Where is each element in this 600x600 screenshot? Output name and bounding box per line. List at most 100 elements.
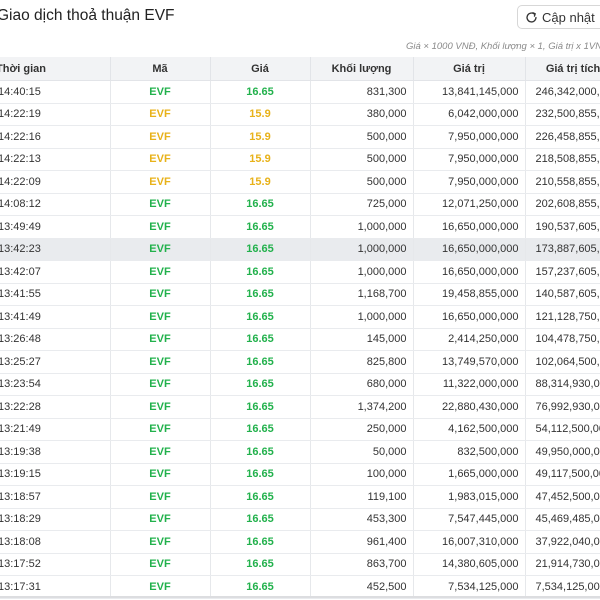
units-note: Giá × 1000 VNĐ, Khối lượng × 1, Giá trị …: [406, 41, 600, 52]
table-row[interactable]: 14:22:16 EVF 15.9 500,000 7,950,000,000 226,4…: [0, 125, 600, 149]
table-row[interactable]: 14:22:09 EVF 15.9 500,000 7,950,000,000 210,5…: [0, 170, 600, 194]
table-row[interactable]: 14:40:15 EVF 16.65 831,300 13,841,145,000 246…: [0, 80, 600, 104]
cell-time: 13:17:52: [0, 553, 111, 576]
column-header-code[interactable]: Mã: [110, 57, 211, 81]
cell-volume: 863,700: [310, 553, 414, 576]
cell-price: 16.65: [210, 508, 311, 531]
cell-time: 13:21:49: [0, 418, 111, 441]
table-row[interactable]: 13:22:28 EVF 16.65 1,374,200 22,880,430,000 7…: [0, 395, 600, 419]
cell-volume: 119,100: [310, 485, 414, 509]
cell-volume: 1,374,200: [310, 395, 414, 419]
cell-code: EVF: [110, 373, 211, 396]
cell-volume: 831,300: [310, 80, 414, 104]
cell-time: 13:26:48: [0, 328, 111, 351]
cell-cumulative: 49,117,500,000: [525, 463, 600, 486]
cell-value: 2,414,250,000: [413, 328, 526, 351]
cell-volume: 725,000: [310, 193, 414, 216]
table-row[interactable]: 14:08:12 EVF 16.65 725,000 12,071,250,000 202…: [0, 193, 600, 216]
column-header-price[interactable]: Giá: [210, 57, 311, 81]
table-row[interactable]: 13:42:23 EVF 16.65 1,000,000 16,650,000,000 1…: [0, 238, 600, 261]
cell-value: 832,500,000: [413, 440, 526, 464]
table-row[interactable]: 14:22:19 EVF 15.9 380,000 6,042,000,000 232,5…: [0, 103, 600, 126]
cell-price: 15.9: [210, 170, 311, 194]
cell-value: 14,380,605,000: [413, 553, 526, 576]
cell-value: 7,950,000,000: [413, 125, 526, 149]
cell-time: 13:42:07: [0, 260, 111, 284]
cell-code: EVF: [110, 328, 211, 351]
cell-code: EVF: [110, 125, 211, 149]
column-header-cumulative[interactable]: Giá trị tích luỹ: [525, 57, 600, 81]
cell-value: 13,841,145,000: [413, 80, 526, 104]
cell-volume: 250,000: [310, 418, 414, 441]
cell-price: 16.65: [210, 553, 311, 576]
table-row[interactable]: 13:19:38 EVF 16.65 50,000 832,500,000 49,950,…: [0, 440, 600, 464]
cell-cumulative: 246,342,000,000: [525, 80, 600, 104]
table-row[interactable]: 13:17:31 EVF 16.65 452,500 7,534,125,000 7,53…: [0, 575, 600, 599]
refresh-icon: [525, 11, 538, 24]
refresh-button[interactable]: Cập nhật: [517, 5, 600, 29]
cell-code: EVF: [110, 395, 211, 419]
table-row[interactable]: 13:42:07 EVF 16.65 1,000,000 16,650,000,000 1…: [0, 260, 600, 284]
cell-value: 7,950,000,000: [413, 148, 526, 171]
cell-value: 1,983,015,000: [413, 485, 526, 509]
cell-time: 13:41:49: [0, 305, 111, 329]
table-row[interactable]: 13:18:29 EVF 16.65 453,300 7,547,445,000 45,4…: [0, 508, 600, 531]
cell-time: 14:22:19: [0, 103, 111, 126]
cell-time: 13:25:27: [0, 350, 111, 374]
cell-volume: 1,168,700: [310, 283, 414, 306]
cell-value: 12,071,250,000: [413, 193, 526, 216]
cell-code: EVF: [110, 103, 211, 126]
cell-cumulative: 104,478,750,000: [525, 328, 600, 351]
cell-cumulative: 121,128,750,000: [525, 305, 600, 329]
column-header-value[interactable]: Giá trị: [413, 57, 526, 81]
cell-price: 16.65: [210, 530, 311, 554]
cell-cumulative: 54,112,500,000: [525, 418, 600, 441]
cell-value: 22,880,430,000: [413, 395, 526, 419]
cell-price: 15.9: [210, 125, 311, 149]
table-row[interactable]: 13:21:49 EVF 16.65 250,000 4,162,500,000 54,1…: [0, 418, 600, 441]
cell-volume: 1,000,000: [310, 238, 414, 261]
table-row[interactable]: 13:25:27 EVF 16.65 825,800 13,749,570,000 102…: [0, 350, 600, 374]
cell-price: 16.65: [210, 440, 311, 464]
cell-time: 13:18:57: [0, 485, 111, 509]
table-row[interactable]: 13:19:15 EVF 16.65 100,000 1,665,000,000 49,1…: [0, 463, 600, 486]
cell-price: 16.65: [210, 485, 311, 509]
cell-cumulative: 88,314,930,000: [525, 373, 600, 396]
column-header-time[interactable]: Thời gian: [0, 57, 111, 81]
table-row[interactable]: 13:26:48 EVF 16.65 145,000 2,414,250,000 104,…: [0, 328, 600, 351]
table-row[interactable]: 13:18:57 EVF 16.65 119,100 1,983,015,000 47,4…: [0, 485, 600, 509]
cell-code: EVF: [110, 193, 211, 216]
cell-cumulative: 47,452,500,000: [525, 485, 600, 509]
cell-time: 14:40:15: [0, 80, 111, 104]
table-row[interactable]: 13:41:49 EVF 16.65 1,000,000 16,650,000,000 1…: [0, 305, 600, 329]
cell-code: EVF: [110, 170, 211, 194]
table-header-row: Thời gian Mã Giá Khối lượng Giá trị Giá …: [0, 57, 600, 81]
table-row[interactable]: 13:18:08 EVF 16.65 961,400 16,007,310,000 37,…: [0, 530, 600, 554]
table-row[interactable]: 13:49:49 EVF 16.65 1,000,000 16,650,000,000 1…: [0, 215, 600, 239]
cell-code: EVF: [110, 238, 211, 261]
cell-time: 14:22:09: [0, 170, 111, 194]
cell-cumulative: 37,922,040,000: [525, 530, 600, 554]
cell-cumulative: 218,508,855,000: [525, 148, 600, 171]
table-row[interactable]: 13:23:54 EVF 16.65 680,000 11,322,000,000 88,…: [0, 373, 600, 396]
cell-code: EVF: [110, 463, 211, 486]
cell-value: 16,650,000,000: [413, 260, 526, 284]
cell-code: EVF: [110, 508, 211, 531]
cell-price: 16.65: [210, 238, 311, 261]
table-row[interactable]: 13:41:55 EVF 16.65 1,168,700 19,458,855,000 1…: [0, 283, 600, 306]
cell-volume: 961,400: [310, 530, 414, 554]
table-row[interactable]: 13:17:52 EVF 16.65 863,700 14,380,605,000 21,…: [0, 553, 600, 576]
cell-code: EVF: [110, 215, 211, 239]
column-header-volume[interactable]: Khối lượng: [310, 57, 414, 81]
cell-code: EVF: [110, 260, 211, 284]
cell-time: 13:18:08: [0, 530, 111, 554]
cell-price: 16.65: [210, 193, 311, 216]
table-row[interactable]: 14:22:13 EVF 15.9 500,000 7,950,000,000 218,5…: [0, 148, 600, 171]
cell-cumulative: 21,914,730,000: [525, 553, 600, 576]
cell-value: 7,547,445,000: [413, 508, 526, 531]
cell-value: 16,007,310,000: [413, 530, 526, 554]
cell-time: 13:19:15: [0, 463, 111, 486]
cell-volume: 50,000: [310, 440, 414, 464]
cell-volume: 380,000: [310, 103, 414, 126]
